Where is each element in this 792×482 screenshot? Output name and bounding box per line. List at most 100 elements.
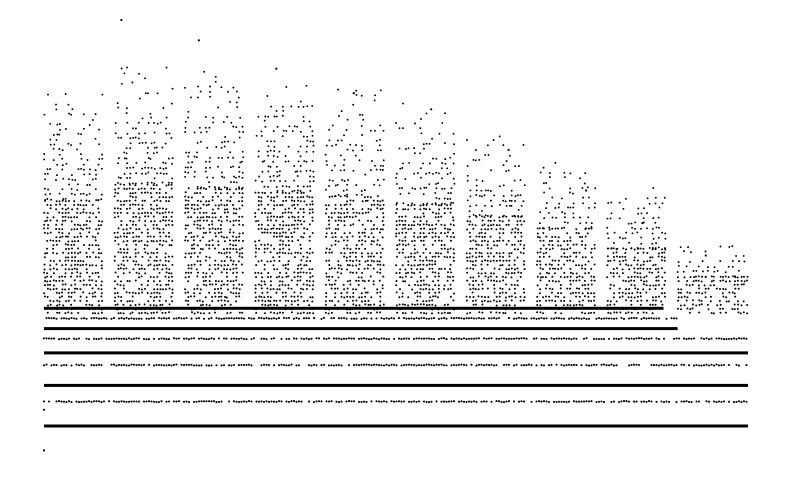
scatter-point	[639, 267, 642, 270]
scatter-point	[223, 186, 226, 189]
scatter-point	[152, 227, 155, 230]
scatter-point	[466, 256, 468, 259]
scatter-point	[343, 220, 346, 222]
scatter-point	[340, 219, 343, 222]
scatter-point	[330, 317, 333, 320]
scatter-point	[92, 337, 96, 340]
scatter-point	[309, 276, 312, 279]
scatter-point	[331, 236, 334, 239]
scatter-point	[284, 252, 287, 255]
scatter-point	[381, 199, 384, 202]
scatter-point	[569, 267, 572, 270]
scatter-point	[297, 364, 301, 367]
scatter-point	[347, 337, 351, 340]
scatter-point	[746, 279, 748, 282]
scatter-point	[364, 228, 367, 231]
scatter-point	[350, 400, 353, 403]
scatter-point	[254, 244, 257, 247]
scatter-point	[46, 203, 49, 206]
scatter-point	[214, 216, 217, 219]
scatter-point	[100, 288, 103, 291]
scatter-point	[437, 172, 440, 175]
scatter-point	[152, 215, 155, 218]
scatter-point	[70, 401, 73, 404]
scatter-point	[158, 196, 161, 199]
scatter-point	[565, 401, 568, 404]
scatter-point	[273, 196, 276, 199]
scatter-point	[265, 363, 268, 366]
scatter-point	[263, 296, 266, 299]
scatter-point	[539, 304, 542, 307]
scatter-point	[70, 284, 73, 287]
scatter-point	[272, 155, 275, 157]
scatter-point	[566, 256, 569, 259]
scatter-point	[261, 299, 264, 302]
scatter-point	[212, 176, 215, 179]
scatter-point	[276, 155, 279, 158]
scatter-point	[567, 363, 571, 366]
scatter-point	[184, 191, 187, 194]
scatter-point	[446, 303, 449, 306]
scatter-point	[79, 288, 82, 290]
scatter-point	[557, 263, 560, 266]
scatter-point	[505, 223, 508, 226]
scatter-point	[255, 134, 258, 137]
scatter-point	[120, 67, 123, 70]
scatter-point	[352, 149, 354, 152]
scatter-point	[642, 311, 645, 314]
scatter-point	[423, 215, 425, 218]
scatter-point	[359, 113, 361, 116]
scatter-point	[474, 240, 477, 243]
scatter-point	[296, 185, 299, 188]
scatter-point	[198, 292, 201, 295]
scatter-point	[122, 400, 126, 403]
scatter-point	[208, 160, 211, 163]
scatter-point	[445, 364, 448, 367]
scatter-point	[260, 134, 263, 137]
scatter-point	[489, 260, 492, 263]
scatter-point	[146, 312, 149, 315]
scatter-point	[575, 337, 578, 340]
scatter-point	[250, 400, 253, 403]
scatter-point	[225, 271, 228, 274]
scatter-point	[527, 363, 531, 366]
scatter-point	[420, 316, 423, 320]
scatter-point	[218, 186, 220, 189]
scatter-point	[211, 239, 214, 242]
scatter-point	[467, 400, 471, 403]
scatter-point	[217, 244, 220, 247]
scatter-point	[55, 203, 58, 206]
scatter-point	[119, 207, 122, 210]
scatter-point	[242, 156, 245, 159]
scatter-point	[50, 364, 53, 367]
scatter-point	[206, 176, 209, 179]
scatter-point	[205, 255, 208, 258]
scatter-point	[690, 337, 693, 340]
scatter-point	[437, 275, 440, 278]
scatter-point	[138, 240, 141, 243]
scatter-point	[306, 195, 309, 198]
scatter-point	[450, 400, 453, 403]
scatter-point	[325, 272, 328, 275]
scatter-point	[297, 160, 300, 163]
scatter-point	[165, 200, 168, 202]
scatter-point	[113, 207, 116, 210]
scatter-point	[584, 247, 587, 250]
scatter-point	[311, 130, 314, 133]
scatter-point	[404, 223, 407, 226]
scatter-point	[119, 312, 122, 315]
scatter-point	[592, 337, 596, 341]
scatter-point	[137, 363, 141, 366]
scatter-point	[606, 276, 609, 279]
scatter-point	[478, 235, 481, 238]
scatter-point	[498, 252, 501, 255]
scatter-point	[208, 280, 211, 283]
scatter-point	[349, 199, 352, 202]
scatter-point	[440, 244, 443, 246]
scatter-point	[170, 102, 173, 105]
scatter-point	[149, 263, 152, 266]
scatter-point	[437, 296, 439, 299]
scatter-point	[199, 216, 202, 219]
scatter-point	[46, 212, 49, 215]
scatter-point	[352, 199, 355, 202]
